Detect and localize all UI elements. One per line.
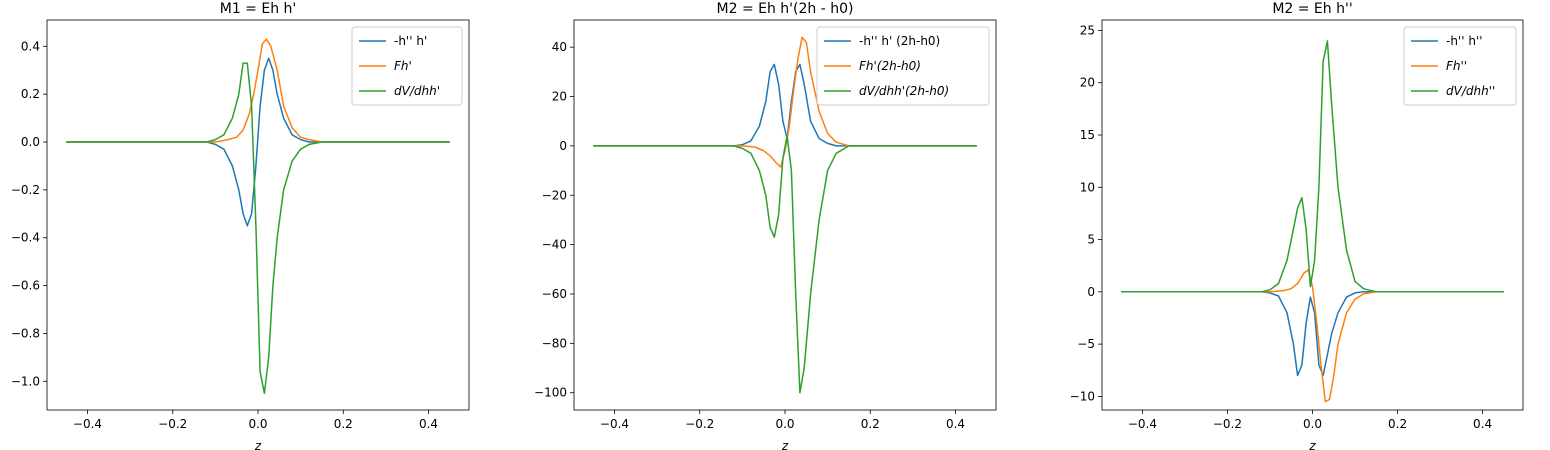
legend-entry: Fh''	[1446, 59, 1467, 73]
legend-entry: dV/dhh''	[1446, 84, 1495, 98]
y-tick-label: 20	[1080, 76, 1095, 90]
x-tick-label: 0.0	[248, 417, 267, 431]
series-line-1	[1121, 291, 1504, 377]
y-tick-label: 0.4	[21, 39, 40, 53]
legend: -h'' h'' Fh'' dV/dhh''	[1403, 26, 1517, 106]
y-tick-label: −0.6	[11, 279, 40, 293]
x-tick-label: −0.2	[685, 417, 714, 431]
series-line-3	[593, 135, 977, 394]
x-tick-label: 0.4	[419, 417, 438, 431]
legend: -h'' h' Fh' dV/dhh'	[351, 26, 463, 106]
x-tick-label: 0.4	[946, 417, 965, 431]
chart-panel-3: M2 = Eh h'' −0.4 −0.2 0.0 0.2 0.4 −10 −5 0 5 10 15 2…	[1070, 1, 1524, 450]
x-tick-label: 0.4	[1473, 417, 1492, 431]
chart-title: M2 = Eh h''	[1272, 1, 1352, 17]
legend-entry: -h'' h' (2h-h0)	[859, 34, 940, 48]
y-tick-label: −100	[534, 386, 567, 400]
y-tick-label: 25	[1080, 23, 1095, 37]
x-tick-label: 0.0	[1303, 417, 1322, 431]
legend-entry: dV/dhh'	[394, 84, 440, 98]
legend-box	[1403, 26, 1517, 106]
x-tick-label: 0.2	[861, 417, 880, 431]
x-axis-label: z	[1308, 439, 1316, 450]
y-tick-label: 0	[559, 139, 567, 153]
series-line-3	[66, 62, 450, 395]
legend-box	[351, 26, 463, 106]
x-tick-label: −0.2	[1213, 417, 1242, 431]
legend-entry: dV/dhh'(2h-h0)	[859, 84, 949, 98]
x-tick-label: 0.2	[1388, 417, 1407, 431]
y-tick-label: −80	[542, 336, 567, 350]
x-axis-label: z	[254, 439, 262, 450]
x-tick-label: −0.4	[600, 417, 629, 431]
y-tick-label: −0.8	[11, 326, 40, 340]
chart-panel-2: M2 = Eh h'(2h - h0) −0.4 −0.2 0.0 0.2 0.4 −100…	[534, 1, 997, 450]
x-tick-label: 0.0	[775, 417, 794, 431]
y-tick-label: −1.0	[11, 374, 40, 388]
chart-title: M1 = Eh h'	[220, 1, 297, 17]
x-tick-label: −0.2	[158, 417, 187, 431]
y-tick-label: −0.2	[11, 183, 40, 197]
legend: -h'' h' (2h-h0) Fh'(2h-h0) dV/dhh'(2h-h0)	[816, 26, 990, 106]
y-tick-label: −0.4	[11, 231, 40, 245]
chart-title: M2 = Eh h'(2h - h0)	[717, 1, 854, 17]
y-tick-label: 40	[552, 40, 567, 54]
y-tick-label: −5	[1077, 337, 1095, 351]
x-tick-label: −0.4	[1128, 417, 1157, 431]
x-tick-label: −0.4	[73, 417, 102, 431]
series-group	[66, 38, 450, 395]
legend-entry: -h'' h'	[394, 34, 427, 48]
series-line-1	[66, 57, 450, 227]
y-tick-label: −40	[542, 238, 567, 252]
series-line-2	[66, 38, 450, 143]
legend-entry: -h'' h''	[1446, 34, 1483, 48]
chart-panel-1: M1 = Eh h' −0.4 −0.2 0.0 0.2 0.4 −1.0 −0.8 −0.6 −…	[11, 1, 470, 450]
y-tick-label: 0.0	[21, 135, 40, 149]
y-tick-label: 0.2	[21, 87, 40, 101]
y-tick-label: 20	[552, 90, 567, 104]
series-group	[1121, 40, 1504, 403]
series-line-2	[593, 36, 977, 168]
legend-box	[816, 26, 990, 106]
series-line-3	[1121, 40, 1504, 293]
legend-entry: Fh'(2h-h0)	[859, 59, 921, 73]
y-tick-label: 5	[1087, 233, 1095, 247]
series-line-1	[593, 63, 977, 147]
legend-entry: Fh'	[394, 59, 412, 73]
y-tick-label: −10	[1070, 389, 1095, 403]
x-axis-label: z	[781, 439, 789, 450]
x-tick-label: 0.2	[334, 417, 353, 431]
series-line-2	[1121, 269, 1504, 403]
y-tick-label: 0	[1087, 285, 1095, 299]
y-tick-label: −20	[542, 188, 567, 202]
y-tick-label: 15	[1080, 128, 1095, 142]
y-tick-label: 10	[1080, 180, 1095, 194]
y-tick-label: −60	[542, 287, 567, 301]
series-group	[593, 36, 977, 394]
